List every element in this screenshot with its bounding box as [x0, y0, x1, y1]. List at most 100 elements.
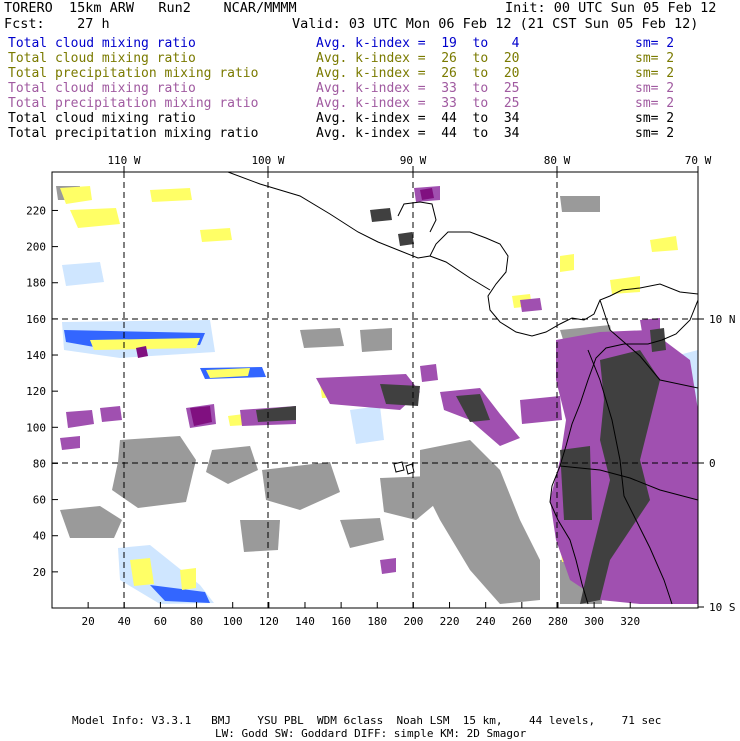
light-blue-mid: [350, 406, 384, 444]
yellow-blob-mid: [206, 368, 250, 378]
y-tick-label-120: 120: [26, 385, 46, 398]
gray-blob-1: [112, 436, 196, 508]
dark-purple-blob-2: [136, 346, 148, 358]
yellow-blob-e1: [560, 254, 574, 272]
x-tick-label-160: 160: [331, 615, 351, 628]
gray-blob-13: [560, 196, 600, 212]
gray-blob-7: [340, 518, 384, 548]
legend-row-6-kindex: Avg. k-index = 44 to 34: [316, 111, 520, 126]
dark-gray-blob-4: [456, 394, 490, 422]
yellow-blob-n1: [150, 188, 192, 202]
y-tick-label-80: 80: [33, 457, 46, 470]
legend-row-5-sm: sm= 2: [635, 96, 675, 111]
gray-blob-2: [60, 506, 122, 538]
dark-gray-cloud-areas: [256, 208, 666, 604]
coastlines: [227, 172, 698, 605]
purple-blob-west2: [100, 406, 122, 422]
x-tick-label-80: 80: [190, 615, 203, 628]
yellow-blob-e2: [610, 276, 640, 294]
y-tick-label-200: 200: [26, 241, 46, 254]
legend-row-4-field: Total cloud mixing ratio: [8, 81, 196, 96]
coastline-yucatan: [397, 201, 437, 233]
forecast-hour: Fcst: 27 h: [4, 16, 110, 32]
light-blue-west: [62, 262, 104, 286]
border-central: [429, 255, 491, 291]
gray-blob-4: [262, 462, 340, 510]
x-tick-label-100: 100: [223, 615, 243, 628]
axis-ticks: [52, 166, 704, 608]
legend-row-5-kindex: Avg. k-index = 33 to 25: [316, 96, 520, 111]
purple-blob-c3: [420, 364, 438, 382]
lat-lon-grid: [52, 172, 698, 608]
gray-blob-5: [420, 440, 540, 604]
gray-blob-3: [206, 446, 258, 484]
legend-row-7-kindex: Avg. k-index = 44 to 34: [316, 126, 520, 141]
legend-row-3-kindex: Avg. k-index = 26 to 20: [316, 66, 520, 81]
legend-row-5-field: Total precipitation mixing ratio: [8, 96, 259, 111]
yellow-blob-nw1: [60, 186, 92, 204]
x-tick-label-240: 240: [476, 615, 496, 628]
yellow-blob-band: [90, 338, 200, 350]
yellow-blob-n2: [200, 228, 232, 242]
dark-purple-blob-3: [420, 188, 434, 200]
legend-row-4-kindex: Avg. k-index = 33 to 25: [316, 81, 520, 96]
lat-label-0: 10 N: [709, 313, 736, 326]
x-tick-label-20: 20: [82, 615, 95, 628]
y-tick-label-140: 140: [26, 349, 46, 362]
y-tick-label-100: 100: [26, 421, 46, 434]
model-info-line2: LW: Godd SW: Goddard DIFF: simple KM: 2D…: [215, 727, 527, 740]
y-tick-label-160: 160: [26, 313, 46, 326]
purple-blob-n3: [640, 318, 660, 332]
init-time: Init: 00 UTC Sun 05 Feb 12: [505, 0, 717, 16]
coastline-south-america: [549, 299, 698, 605]
legend-row-1-field: Total cloud mixing ratio: [8, 36, 196, 51]
legend-row-3-field: Total precipitation mixing ratio: [8, 66, 259, 81]
dark-gray-blob-2: [398, 232, 414, 246]
purple-blob-c4: [520, 396, 562, 424]
purple-blob-west1: [66, 410, 94, 428]
gray-blob-6: [380, 476, 440, 520]
lat-label-1: 0: [709, 457, 716, 470]
y-tick-label-180: 180: [26, 277, 46, 290]
y-tick-label-60: 60: [33, 494, 46, 507]
purple-blob-n2: [520, 298, 542, 312]
yellow-blob-e7: [650, 236, 678, 252]
blue-band-south: [150, 585, 210, 603]
x-tick-label-120: 120: [259, 615, 279, 628]
legend-row-7-field: Total precipitation mixing ratio: [8, 126, 259, 141]
lon-label-3: 80 W: [544, 154, 571, 167]
legend-row-2-field: Total cloud mixing ratio: [8, 51, 196, 66]
dark-gray-blob-5: [256, 406, 296, 422]
yellow-blob-nw2: [70, 208, 120, 228]
dark-purple-blob-1: [190, 406, 212, 426]
y-tick-label-40: 40: [33, 530, 46, 543]
model-info-line1: Model Info: V3.3.1 BMJ YSU PBL WDM 6clas…: [72, 714, 662, 727]
y-tick-label-20: 20: [33, 566, 46, 579]
dark-gray-blob-6: [580, 350, 660, 604]
island-galapagos-2: [405, 463, 415, 475]
legend-row-6-field: Total cloud mixing ratio: [8, 111, 196, 126]
plot-frame: [51, 171, 699, 609]
gray-blob-9: [300, 328, 344, 348]
legend-row-4-sm: sm= 2: [635, 81, 675, 96]
legend-row-1-kindex: Avg. k-index = 19 to 4: [316, 36, 520, 51]
lon-label-4: 70 W: [685, 154, 712, 167]
valid-time: Valid: 03 UTC Mon 06 Feb 12 (21 CST Sun …: [292, 16, 699, 32]
x-tick-label-280: 280: [548, 615, 568, 628]
border-colombia: [599, 299, 698, 389]
purple-blob-s1: [380, 558, 396, 574]
dark-gray-blob-3: [380, 384, 420, 406]
x-tick-label-180: 180: [367, 615, 387, 628]
dark-gray-blob-1: [370, 208, 392, 222]
dark-purple-cloud-areas: [136, 188, 434, 426]
legend-row-3-sm: sm= 2: [635, 66, 675, 81]
axis-tick-labels: 20 40 60 80 100 120 140 160 180 200 220 240 260 280 30…: [26, 154, 735, 628]
gray-blob-8: [240, 520, 280, 552]
gray-blob-10: [360, 328, 392, 352]
lon-label-0: 110 W: [107, 154, 140, 167]
lon-label-2: 90 W: [400, 154, 427, 167]
x-tick-label-60: 60: [154, 615, 167, 628]
legend-row-2-kindex: Avg. k-index = 26 to 20: [316, 51, 520, 66]
border-andes: [587, 349, 673, 605]
